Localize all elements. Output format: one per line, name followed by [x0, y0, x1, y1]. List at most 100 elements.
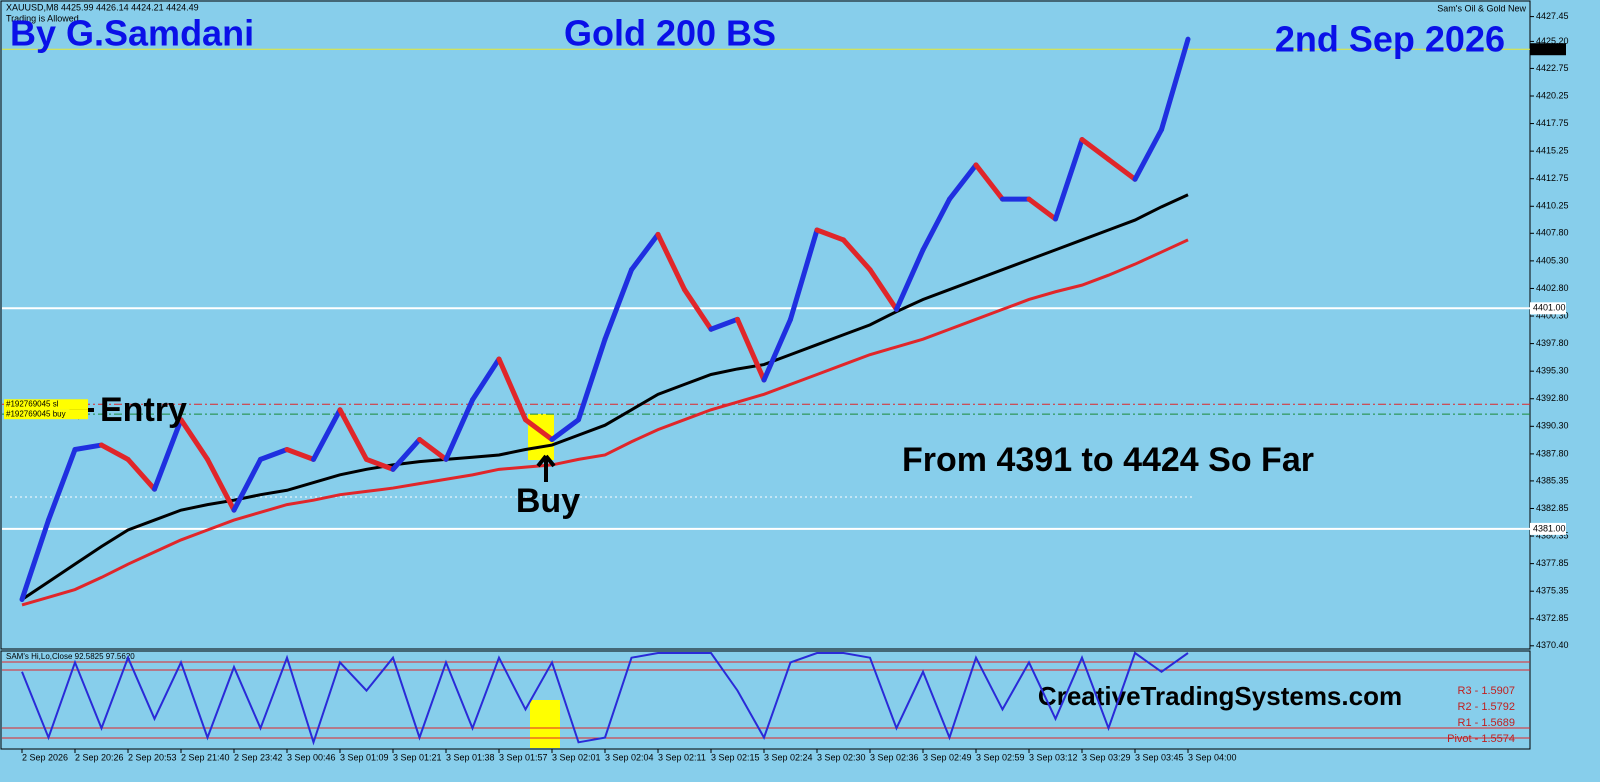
osc-frame: [0, 650, 1531, 750]
level-box: [1530, 302, 1566, 315]
pivot-label: R1 - 1.5689: [1458, 717, 1515, 729]
x-tick-label: 3 Sep 03:45: [1135, 752, 1184, 762]
price-segment: [311, 407, 343, 462]
price-segment: [867, 267, 899, 312]
price-segment: [46, 446, 78, 523]
price-segment: [1106, 156, 1138, 182]
y-tick-label: 4395.30: [1536, 366, 1569, 376]
price-segment: [947, 162, 979, 202]
x-tick-label: 2 Sep 20:26: [75, 752, 124, 762]
price-segment: [205, 456, 237, 513]
y-tick-label: 4402.80: [1536, 283, 1569, 293]
level-box: [1530, 522, 1566, 535]
y-tick-label: 4375.35: [1536, 586, 1569, 596]
order-label: #192769045 sl: [6, 399, 59, 408]
x-tick-label: 3 Sep 03:29: [1082, 752, 1131, 762]
y-tick-label: 4385.35: [1536, 475, 1569, 485]
price-segment: [549, 417, 581, 443]
price-segment: [735, 316, 767, 383]
price-segment: [894, 247, 926, 312]
x-tick-label: 3 Sep 01:38: [446, 752, 495, 762]
price-segment: [708, 316, 740, 332]
price-segment: [841, 237, 873, 273]
price-segment: [19, 517, 51, 602]
order-box: [4, 409, 88, 420]
x-tick-label: 3 Sep 01:57: [499, 752, 548, 762]
y-tick-label: 4377.85: [1536, 558, 1569, 568]
price-segment: [1132, 127, 1164, 182]
y-tick-label: 4372.85: [1536, 613, 1569, 623]
y-tick-label: 4420.25: [1536, 90, 1569, 100]
y-tick-label: 4382.85: [1536, 503, 1569, 513]
price-segment: [231, 456, 263, 513]
level-label: 4401.00: [1533, 303, 1566, 313]
x-tick-label: 3 Sep 02:30: [817, 752, 866, 762]
date: 2nd Sep 2026: [1275, 19, 1505, 60]
x-tick-label: 3 Sep 02:59: [976, 752, 1025, 762]
x-tick-label: 3 Sep 01:21: [393, 752, 442, 762]
buy-label: Buy: [516, 482, 580, 520]
osc-highlight: [530, 700, 560, 748]
x-tick-label: 3 Sep 01:09: [340, 752, 389, 762]
y-tick-label: 4425.20: [1536, 36, 1569, 46]
y-tick-label: 4390.30: [1536, 421, 1569, 431]
indicator-name: Sam's Oil & Gold New: [1437, 3, 1526, 13]
y-tick-label: 4410.25: [1536, 201, 1569, 211]
price-segment: [496, 356, 528, 423]
x-tick-label: 3 Sep 04:00: [1188, 752, 1237, 762]
chart-title: Gold 200 BS: [564, 13, 776, 54]
result-note: From 4391 to 4424 So Far: [902, 441, 1314, 479]
x-tick-label: 3 Sep 02:11: [658, 752, 706, 762]
x-tick-label: 3 Sep 02:04: [605, 752, 654, 762]
buy-arrow: [536, 454, 556, 482]
x-tick-label: 3 Sep 02:15: [711, 752, 760, 762]
y-tick-label: 4427.45: [1536, 11, 1569, 21]
pivot-label: R2 - 1.5792: [1458, 701, 1515, 713]
price-segment: [152, 417, 184, 492]
level-label: 4381.00: [1533, 523, 1566, 533]
price-segment: [284, 446, 316, 462]
price-segment: [417, 437, 449, 462]
x-tick-label: 3 Sep 00:46: [287, 752, 336, 762]
price-segment: [178, 417, 210, 462]
symbol-info: XAUUSD,M8 4425.99 4426.14 4424.21 4424.4…: [6, 2, 199, 12]
author: By G.Samdani: [10, 13, 254, 54]
price-segment: [682, 287, 714, 332]
price-segment: [602, 267, 634, 342]
price-segment: [125, 456, 157, 492]
y-tick-label: 4370.40: [1536, 640, 1569, 650]
price-segment: [523, 417, 555, 443]
x-tick-label: 2 Sep 2026: [22, 752, 68, 762]
current-price-label: 4424.49: [1533, 44, 1566, 54]
x-tick-label: 3 Sep 02:49: [923, 752, 972, 762]
x-tick-label: 3 Sep 02:24: [764, 752, 813, 762]
price-segment: [576, 336, 608, 423]
price-segment: [1026, 196, 1058, 222]
marks: [2, 36, 1530, 607]
x-tick-label: 2 Sep 23:42: [234, 752, 283, 762]
y-tick-label: 4387.80: [1536, 448, 1569, 458]
y-tick-label: 4415.25: [1536, 146, 1569, 156]
price-segment: [920, 196, 952, 253]
osc-label: SAM's Hi,Lo,Close 92.5825 97.5620: [6, 652, 135, 661]
pivot-label: R3 - 1.5907: [1458, 685, 1515, 697]
price-segment: [655, 231, 687, 293]
y-tick-label: 4407.80: [1536, 228, 1569, 238]
price-segment: [337, 407, 369, 462]
price-segment: [761, 316, 793, 383]
x-tick-label: 3 Sep 02:01: [552, 752, 601, 762]
x-tick-label: 2 Sep 20:53: [128, 752, 177, 762]
price-segment: [1079, 137, 1111, 162]
y-tick-label: 4380.35: [1536, 530, 1569, 540]
price-segment: [629, 231, 661, 273]
price-segment: [814, 227, 846, 243]
price-segment: [1053, 137, 1085, 222]
entry-label: Entry: [100, 391, 187, 429]
x-tick-label: 2 Sep 21:40: [181, 752, 230, 762]
price-segment: [72, 442, 104, 452]
y-tick-label: 4400.30: [1536, 310, 1569, 320]
status: Trading is Allowed: [6, 13, 79, 23]
